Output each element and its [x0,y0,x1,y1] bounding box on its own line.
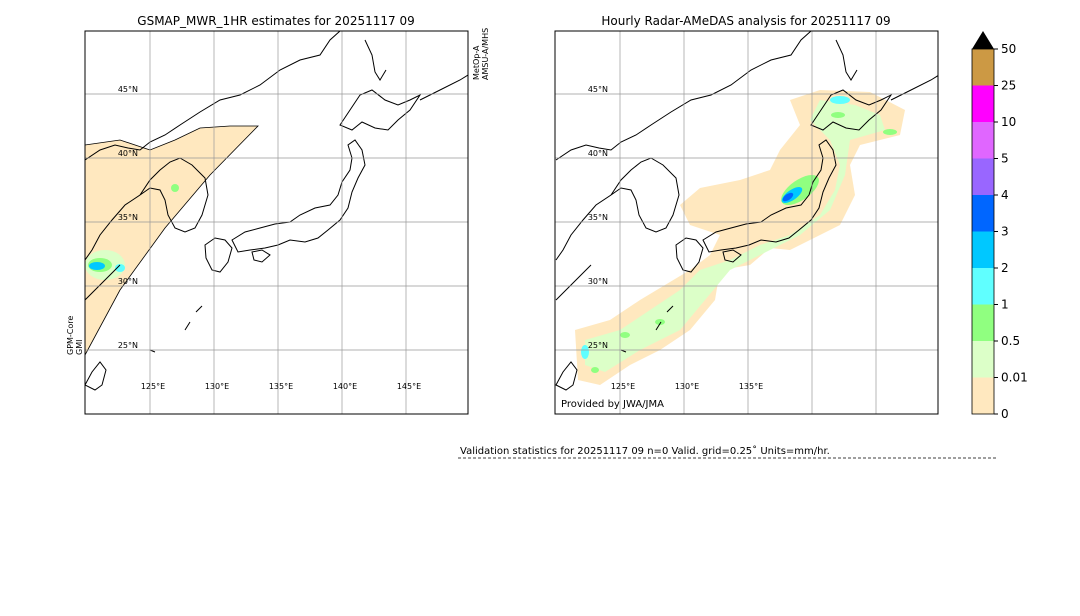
colorbar-segment [972,341,994,378]
map-title: GSMAP_MWR_1HR estimates for 20251117 09 [137,14,414,28]
lat-label: 35°N [588,213,608,222]
colorbar-label: 50 [1001,42,1016,56]
colorbar-segment [972,268,994,305]
sensor-note: AMSU-A/MHS [481,28,490,80]
colorbar-label: 0.01 [1001,371,1028,385]
map-frame [84,30,469,415]
colorbar-segment [972,49,994,86]
colorbar-segment [972,231,994,268]
lat-label: 40°N [588,149,608,158]
lat-label: 30°N [118,277,138,286]
colorbar-segment [972,377,994,414]
colorbar-label: 10 [1001,115,1016,129]
sensor-note: MetOp-A [472,45,481,80]
map-frame [554,30,939,415]
lat-label: 45°N [588,85,608,94]
lat-label: 45°N [118,85,138,94]
lon-label: 145°E [397,382,421,391]
lat-label: 30°N [588,277,608,286]
lon-label: 125°E [611,382,635,391]
lon-label: 130°E [205,382,229,391]
colorbar-label: 0.5 [1001,334,1020,348]
colorbar-label: 3 [1001,225,1009,239]
colorbar-label: 25 [1001,79,1016,93]
right-map-area: 45°N 40°N 35°N 30°N 25°N 125°E 130°E 135°E [555,31,938,414]
colorbar-segment [972,304,994,341]
colorbar-segment [972,122,994,159]
lat-label: 40°N [118,149,138,158]
colorbar-label: 1 [1001,298,1009,312]
colorbar-label: 5 [1001,152,1009,166]
lon-label: 135°E [269,382,293,391]
lat-label: 25°N [588,341,608,350]
lon-label: 140°E [333,382,357,391]
colorbar-segment [972,158,994,195]
colorbar-frame [971,48,995,415]
colorbar: 0 0.01 0.5 1 2 3 4 5 10 25 50 [972,31,1028,421]
sensor-note: GMI [75,340,84,355]
lon-label: 135°E [739,382,763,391]
colorbar-segment [972,85,994,122]
lon-label: 130°E [675,382,699,391]
colorbar-label: 0 [1001,407,1009,421]
colorbar-label: 4 [1001,188,1009,202]
lon-label: 125°E [141,382,165,391]
map-title: Hourly Radar-AMeDAS analysis for 2025111… [601,14,890,28]
footer: Validation statistics for 20251117 09 n=… [460,445,830,457]
lat-label: 35°N [118,213,138,222]
sensor-note: GPM-Core [66,316,75,355]
colorbar-extend [972,31,994,49]
lat-label: 25°N [118,341,138,350]
colorbar-label: 2 [1001,261,1009,275]
credit: Provided by JWA/JMA [561,399,664,410]
left-map-area: 45°N 40°N 35°N 30°N 25°N 125°E 130°E 135°E 140°E… [85,31,468,414]
colorbar-segment [972,195,994,232]
